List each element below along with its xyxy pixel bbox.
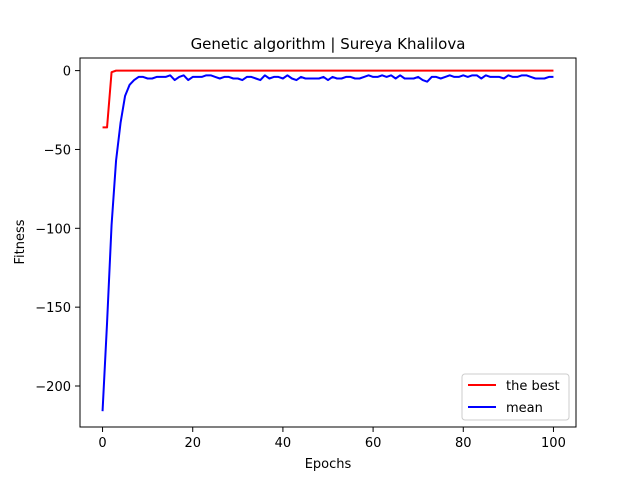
legend: the best mean xyxy=(461,373,570,421)
legend-label-the-best: the best xyxy=(506,379,560,394)
y-tick-label: −100 xyxy=(35,222,71,237)
series-layer xyxy=(101,69,554,412)
chart-title: Genetic algorithm | Sureya Khalilova xyxy=(191,35,466,53)
series-line-the-best xyxy=(102,69,554,129)
x-tick-label: 0 xyxy=(98,436,106,451)
y-tick-label: −200 xyxy=(35,380,71,395)
plot-frame xyxy=(79,57,577,428)
y-tick-label: −150 xyxy=(35,301,71,316)
x-axis-label: Epochs xyxy=(305,457,352,472)
y-tick-label: 0 xyxy=(63,65,71,80)
x-tick-label: 60 xyxy=(365,436,382,451)
y-tick-label: −50 xyxy=(44,143,71,158)
x-axis-ticks: 0 20 40 60 80 100 xyxy=(98,427,566,451)
y-axis-ticks: 0 −50 −100 −150 −200 xyxy=(35,65,80,395)
x-tick-label: 100 xyxy=(541,436,566,451)
legend-label-mean: mean xyxy=(506,401,543,416)
series-line-mean xyxy=(101,74,554,412)
x-tick-label: 20 xyxy=(184,436,201,451)
x-tick-label: 40 xyxy=(275,436,292,451)
y-axis-label: Fitness xyxy=(13,219,28,264)
x-tick-label: 80 xyxy=(455,436,472,451)
